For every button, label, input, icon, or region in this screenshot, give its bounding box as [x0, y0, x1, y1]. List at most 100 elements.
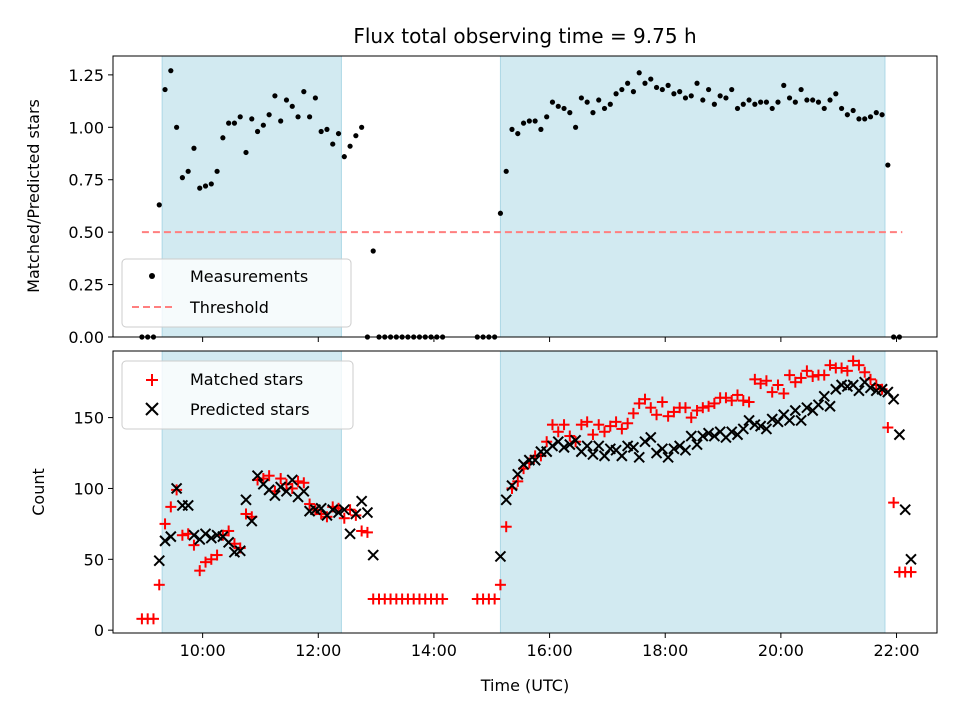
predicted-star-point-61 — [627, 441, 640, 454]
bottom-y-tick-label-0: 0 — [94, 621, 104, 640]
predicted-star-point-96 — [830, 383, 842, 395]
bottom-y-tick-label-1: 50 — [84, 550, 104, 569]
measurement-point-35 — [341, 154, 347, 160]
matched-star-point-82 — [639, 393, 651, 405]
predicted-star-point-50 — [564, 438, 576, 451]
predicted-star-point-90 — [795, 414, 807, 427]
matched-star-point-113 — [818, 369, 830, 381]
predicted-star-point-100 — [853, 384, 865, 397]
matched-star-point-35 — [338, 512, 350, 524]
measurement-point-114 — [827, 97, 833, 103]
matched-star-point-83 — [645, 402, 657, 414]
measurement-point-73 — [590, 110, 596, 116]
measurement-point-108 — [792, 99, 798, 105]
measurement-point-60 — [515, 130, 521, 137]
top-legend-box — [121, 258, 352, 328]
measurement-point-32 — [324, 126, 330, 132]
top-y-tick-label-4: 1.00 — [68, 118, 104, 137]
predicted-star-point-34 — [350, 508, 362, 520]
top-axes-frame — [112, 55, 938, 338]
measurement-point-6 — [174, 124, 180, 130]
bottom-y-tick-label-2: 100 — [73, 479, 104, 498]
predicted-star-point-2 — [165, 530, 177, 543]
measurement-point-80 — [630, 89, 637, 95]
measurement-point-81 — [636, 70, 642, 76]
matched-star-point-75 — [599, 426, 611, 438]
measurement-point-64 — [538, 126, 544, 132]
matched-star-point-81 — [633, 397, 645, 409]
predicted-star-point-91 — [801, 401, 813, 414]
predicted-star-point-78 — [726, 426, 738, 438]
matched-star-point-12 — [205, 553, 217, 565]
bottom-legend: Matched stars Predicted stars — [121, 360, 354, 430]
predicted-star-point-72 — [691, 438, 703, 451]
matched-star-point-10 — [194, 565, 206, 577]
matched-star-point-13 — [211, 549, 223, 561]
measurement-point-117 — [844, 112, 850, 118]
matched-star-point-120 — [859, 366, 871, 378]
matched-star-point-36 — [344, 504, 356, 516]
x-tick-label-4: 18:00 — [642, 641, 688, 660]
measurement-point-28 — [301, 89, 307, 95]
matched-star-point-103 — [760, 375, 772, 387]
measurement-point-20 — [254, 128, 261, 135]
measurement-point-57 — [497, 210, 504, 216]
predicted-star-point-33 — [344, 528, 356, 540]
predicted-star-point-35 — [355, 495, 368, 507]
measurement-point-105 — [775, 99, 781, 105]
x-tick-label-5: 20:00 — [758, 641, 804, 660]
x-axis-label: Time (UTC) — [480, 676, 569, 695]
matched-star-point-98 — [732, 389, 744, 401]
measurement-point-87 — [671, 91, 677, 97]
measurement-point-62 — [526, 118, 532, 124]
measurement-point-102 — [758, 99, 764, 105]
predicted-star-point-49 — [558, 441, 570, 454]
predicted-star-point-21 — [274, 481, 287, 493]
predicted-star-point-40 — [506, 479, 518, 492]
predicted-star-point-42 — [517, 458, 530, 471]
predicted-star-point-14 — [234, 545, 246, 557]
measurement-point-120 — [862, 116, 868, 122]
matched-star-point-79 — [622, 417, 634, 429]
predicted-star-point-23 — [286, 474, 298, 486]
matched-star-point-104 — [766, 386, 778, 398]
measurement-point-18 — [243, 149, 249, 156]
bottom-y-ticks: 0 50 100 150 — [73, 409, 113, 640]
matched-star-point-39 — [361, 526, 373, 538]
matched-star-point-94 — [708, 397, 720, 409]
measurement-point-104 — [769, 105, 775, 112]
legend-measurements-label: Measurements — [190, 267, 308, 286]
measurement-point-40 — [370, 248, 376, 254]
matched-star-point-14 — [217, 529, 229, 541]
measurement-point-113 — [821, 105, 827, 112]
measurement-point-12 — [208, 181, 214, 187]
predicted-star-point-32 — [338, 504, 351, 516]
measurement-point-103 — [763, 99, 770, 105]
matched-star-point-22 — [263, 470, 275, 482]
predicted-star-point-17 — [251, 469, 264, 482]
predicted-star-point-16 — [246, 515, 258, 527]
measurement-point-9 — [191, 145, 197, 151]
measurement-point-92 — [700, 97, 706, 103]
measurement-point-77 — [613, 91, 619, 97]
matched-star-point-76 — [604, 420, 616, 432]
top-y-tick-label-1: 0.25 — [68, 276, 104, 295]
measurement-point-99 — [740, 101, 746, 107]
measurement-point-107 — [786, 95, 793, 101]
bottom-y-axis-label: Count — [29, 468, 48, 516]
matched-star-point-107 — [784, 369, 796, 381]
matched-star-point-119 — [853, 359, 865, 371]
predicted-star-point-39 — [500, 494, 512, 506]
x-tick-label-0: 10:00 — [180, 641, 226, 660]
x-tick-label-1: 12:00 — [295, 641, 341, 660]
matched-star-point-89 — [679, 402, 691, 414]
predicted-star-point-63 — [639, 435, 651, 448]
measurement-point-79 — [625, 80, 631, 86]
matched-star-point-124 — [882, 422, 894, 434]
top-x-ticks — [202, 337, 898, 342]
measurement-point-121 — [867, 114, 874, 120]
measurement-point-14 — [220, 135, 226, 141]
predicted-star-point-20 — [269, 489, 281, 502]
predicted-star-point-47 — [546, 440, 559, 452]
legend-matched-marker — [146, 374, 158, 386]
